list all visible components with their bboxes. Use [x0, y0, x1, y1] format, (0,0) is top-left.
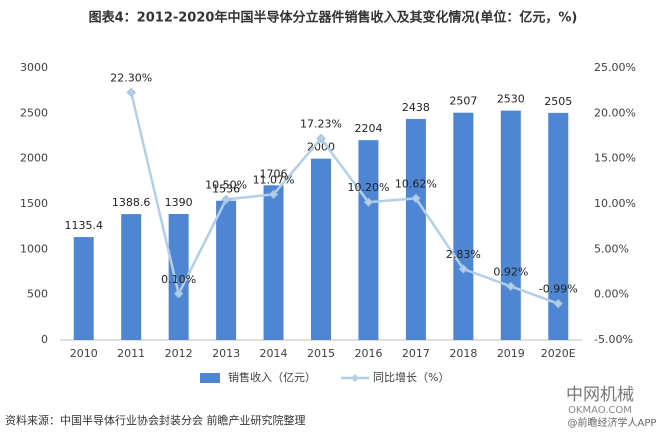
- line-marker: [316, 133, 326, 144]
- watermark: 中网机械: [566, 385, 634, 405]
- y-tick-label: 3000: [20, 61, 48, 74]
- bar: [453, 112, 474, 340]
- line-value-label: 11.07%: [253, 173, 295, 186]
- source: 资料来源：中国半导体行业协会封装分会 前瞻产业研究院整理: [5, 413, 306, 427]
- bar: [405, 118, 426, 340]
- x-tick-label: 2014: [260, 347, 288, 360]
- bar-value-label: 2000: [307, 141, 335, 154]
- y-tick-label: 1500: [20, 197, 48, 210]
- line-marker: [126, 87, 136, 98]
- bar: [311, 158, 331, 340]
- y2-tick-label: 0.00%: [594, 288, 629, 301]
- y2-tick-label: 5.00%: [594, 242, 629, 255]
- watermark: OKMAO.COM: [568, 405, 632, 416]
- watermark: @前瞻经济学人APP: [568, 416, 657, 429]
- line-value-label: 10.62%: [395, 177, 437, 190]
- bar-value-label: 2204: [354, 122, 382, 135]
- line-marker: [458, 264, 469, 274]
- bar: [216, 200, 237, 340]
- line-value-label: 22.30%: [110, 71, 152, 84]
- line-marker: [506, 281, 516, 292]
- x-tick-label: 2011: [117, 347, 145, 360]
- x-tick-label: 2012: [165, 347, 193, 360]
- bar: [168, 213, 189, 340]
- bar-value-label: 1388.6: [112, 196, 151, 209]
- bar: [500, 110, 521, 340]
- bar: [263, 185, 284, 340]
- x-tick-label: 2020E: [541, 347, 576, 360]
- line-value-label: -0.99%: [539, 283, 578, 296]
- bar-value-label: 2438: [402, 101, 430, 114]
- x-tick-label: 2010: [70, 347, 98, 360]
- bar-value-label: 1390: [165, 196, 193, 209]
- line-value-label: 0.92%: [493, 265, 528, 278]
- legend-label: 同比增长（%）: [373, 370, 449, 384]
- x-tick-label: 2018: [449, 347, 477, 360]
- y2-tick-label: 25.00%: [594, 61, 636, 74]
- legend-label: 销售收入（亿元）: [228, 370, 316, 384]
- y2-tick-label: 20.00%: [594, 106, 636, 119]
- bar: [548, 112, 569, 340]
- bar: [73, 237, 94, 340]
- legend-swatch: [351, 374, 359, 382]
- line-marker: [363, 197, 374, 207]
- x-tick-label: 2019: [497, 347, 525, 360]
- x-tick-label: 2013: [212, 347, 240, 360]
- bar-value-label: 1536: [212, 183, 240, 196]
- y-tick-label: 0: [41, 333, 48, 346]
- bar-value-label: 2505: [544, 95, 572, 108]
- y-tick-label: 500: [27, 288, 48, 301]
- line-value-label: 0.10%: [161, 273, 196, 286]
- y2-tick-label: 15.00%: [594, 152, 636, 165]
- line-value-label: 17.23%: [300, 117, 342, 130]
- line-marker: [553, 298, 563, 309]
- bar: [358, 140, 379, 340]
- x-tick-label: 2015: [307, 347, 335, 360]
- legend-swatch: [200, 373, 220, 383]
- bar: [121, 214, 142, 340]
- y-tick-label: 2500: [20, 106, 48, 119]
- y-tick-label: 1000: [20, 242, 48, 255]
- line-marker: [411, 193, 421, 204]
- x-tick-label: 2017: [402, 347, 430, 360]
- line: [129, 92, 559, 305]
- bar-value-label: 1135.4: [64, 219, 103, 232]
- line-value-label: 2.83%: [446, 248, 481, 261]
- bar-value-label: 2507: [449, 95, 477, 108]
- chart-title: 图表4：2012-2020年中国半导体分立器件销售收入及其变化情况(单位：亿元，…: [89, 10, 578, 26]
- line-marker: [268, 189, 279, 200]
- line-value-label: 10.20%: [347, 181, 389, 194]
- bar-value-label: 2530: [497, 93, 525, 106]
- y2-tick-label: 10.00%: [594, 197, 636, 210]
- y2-tick-label: -5.00%: [594, 333, 633, 346]
- line-marker: [173, 289, 184, 299]
- x-tick-label: 2016: [354, 347, 382, 360]
- line-value-label: 10.50%: [205, 178, 247, 191]
- bar-value-label: 1706: [260, 167, 288, 180]
- line-marker: [221, 194, 231, 205]
- y-tick-label: 2000: [20, 152, 48, 165]
